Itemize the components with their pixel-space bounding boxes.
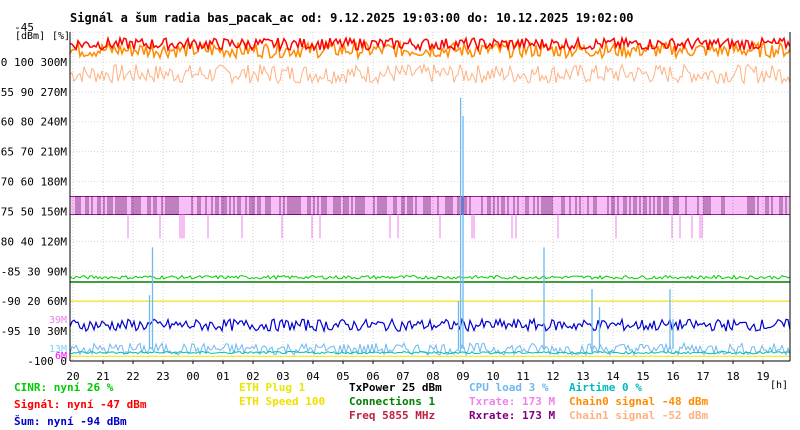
x-tick-label: 19 — [756, 370, 769, 383]
x-tick-label: 15 — [636, 370, 649, 383]
y-tick-label: -65 70 210M — [0, 146, 67, 159]
x-tick-label: 23 — [156, 370, 169, 383]
side-rate-label: 6M — [55, 351, 67, 362]
legend-item: Txrate: 173 M — [469, 395, 556, 408]
x-tick-label: 11 — [516, 370, 529, 383]
noise-line — [69, 317, 791, 334]
x-tick-label: 03 — [276, 370, 289, 383]
y-tick-label: -95 10 30M — [1, 325, 68, 338]
legend-item: Connections 1 — [349, 395, 436, 408]
y-tick-label: -60 80 240M — [0, 116, 67, 129]
y-tick-label: -45 — [14, 21, 34, 34]
x-tick-label: 13 — [576, 370, 589, 383]
chart-title: Signál a šum radia bas_pacak_ac od: 9.12… — [70, 11, 634, 26]
pct-unit-label: [%] — [52, 31, 70, 42]
x-tick-label: 16 — [666, 370, 679, 383]
y-tick-label: -75 50 150M — [0, 205, 67, 218]
legend-item: Signál: nyní -47 dBm — [14, 398, 147, 411]
y-tick-label: -100 0 — [27, 355, 67, 368]
airtime-line — [69, 350, 791, 355]
legend-item: ETH Plug 1 — [239, 381, 306, 394]
legend-item: Chain1 signal -52 dBm — [569, 409, 709, 422]
legend-item: ETH Speed 100 — [239, 395, 326, 408]
x-tick-label: 14 — [606, 370, 620, 383]
x-tick-label: 22 — [126, 370, 139, 383]
y-tick-label: -50 100 300M — [0, 56, 67, 69]
signal-line — [69, 35, 791, 53]
chain1-signal-line — [69, 62, 791, 85]
x-tick-label: 05 — [336, 370, 349, 383]
legend-item: Chain0 signal -48 dBm — [569, 395, 709, 408]
legend-item: Rxrate: 173 M — [469, 409, 556, 422]
x-tick-label: 02 — [246, 370, 259, 383]
y-tick-label: -70 60 180M — [0, 176, 67, 189]
y-tick-label: -90 20 60M — [1, 295, 68, 308]
side-rate-label: 39M — [49, 315, 67, 326]
dbm-unit-label: [dBm] — [15, 31, 45, 42]
x-tick-label: 09 — [456, 370, 469, 383]
legend-item: CPU load 3 % — [469, 381, 549, 394]
x-unit-label: [h] — [770, 380, 788, 391]
legend-item: CINR: nyní 26 % — [14, 381, 114, 394]
legend-item: Airtime 0 % — [569, 381, 642, 394]
x-tick-label: 17 — [696, 370, 709, 383]
y-tick-label: -80 40 120M — [0, 235, 67, 248]
chart-axes: 21 22 23 00 01 02 03 04 05 06 07 08 09 10 11 12 13 14 15 16… — [0, 21, 791, 383]
x-tick-label: 18 — [726, 370, 739, 383]
x-tick-label: 08 — [426, 370, 439, 383]
legend-item: Freq 5855 MHz — [349, 409, 436, 422]
legend-item: TxPower 25 dBm — [349, 381, 442, 394]
x-tick-label: 10 — [486, 370, 499, 383]
side-rate-label: 13M — [49, 344, 67, 355]
x-tick-label: 00 — [186, 370, 199, 383]
x-tick-label: 21 — [96, 370, 109, 383]
x-tick-label: 12 — [546, 370, 559, 383]
legend-item: Šum: nyní -94 dBm — [14, 415, 127, 428]
y-tick-label: -85 30 90M — [1, 265, 68, 278]
x-tick-label: 06 — [366, 370, 379, 383]
cinr-line — [69, 274, 791, 280]
x-tick-label: 20 — [66, 370, 79, 383]
chart-series — [69, 35, 791, 357]
x-tick-label: 01 — [216, 370, 229, 383]
x-tick-label: 04 — [306, 370, 320, 383]
x-tick-label: 07 — [396, 370, 409, 383]
y-tick-label: -55 90 270M — [0, 86, 67, 99]
